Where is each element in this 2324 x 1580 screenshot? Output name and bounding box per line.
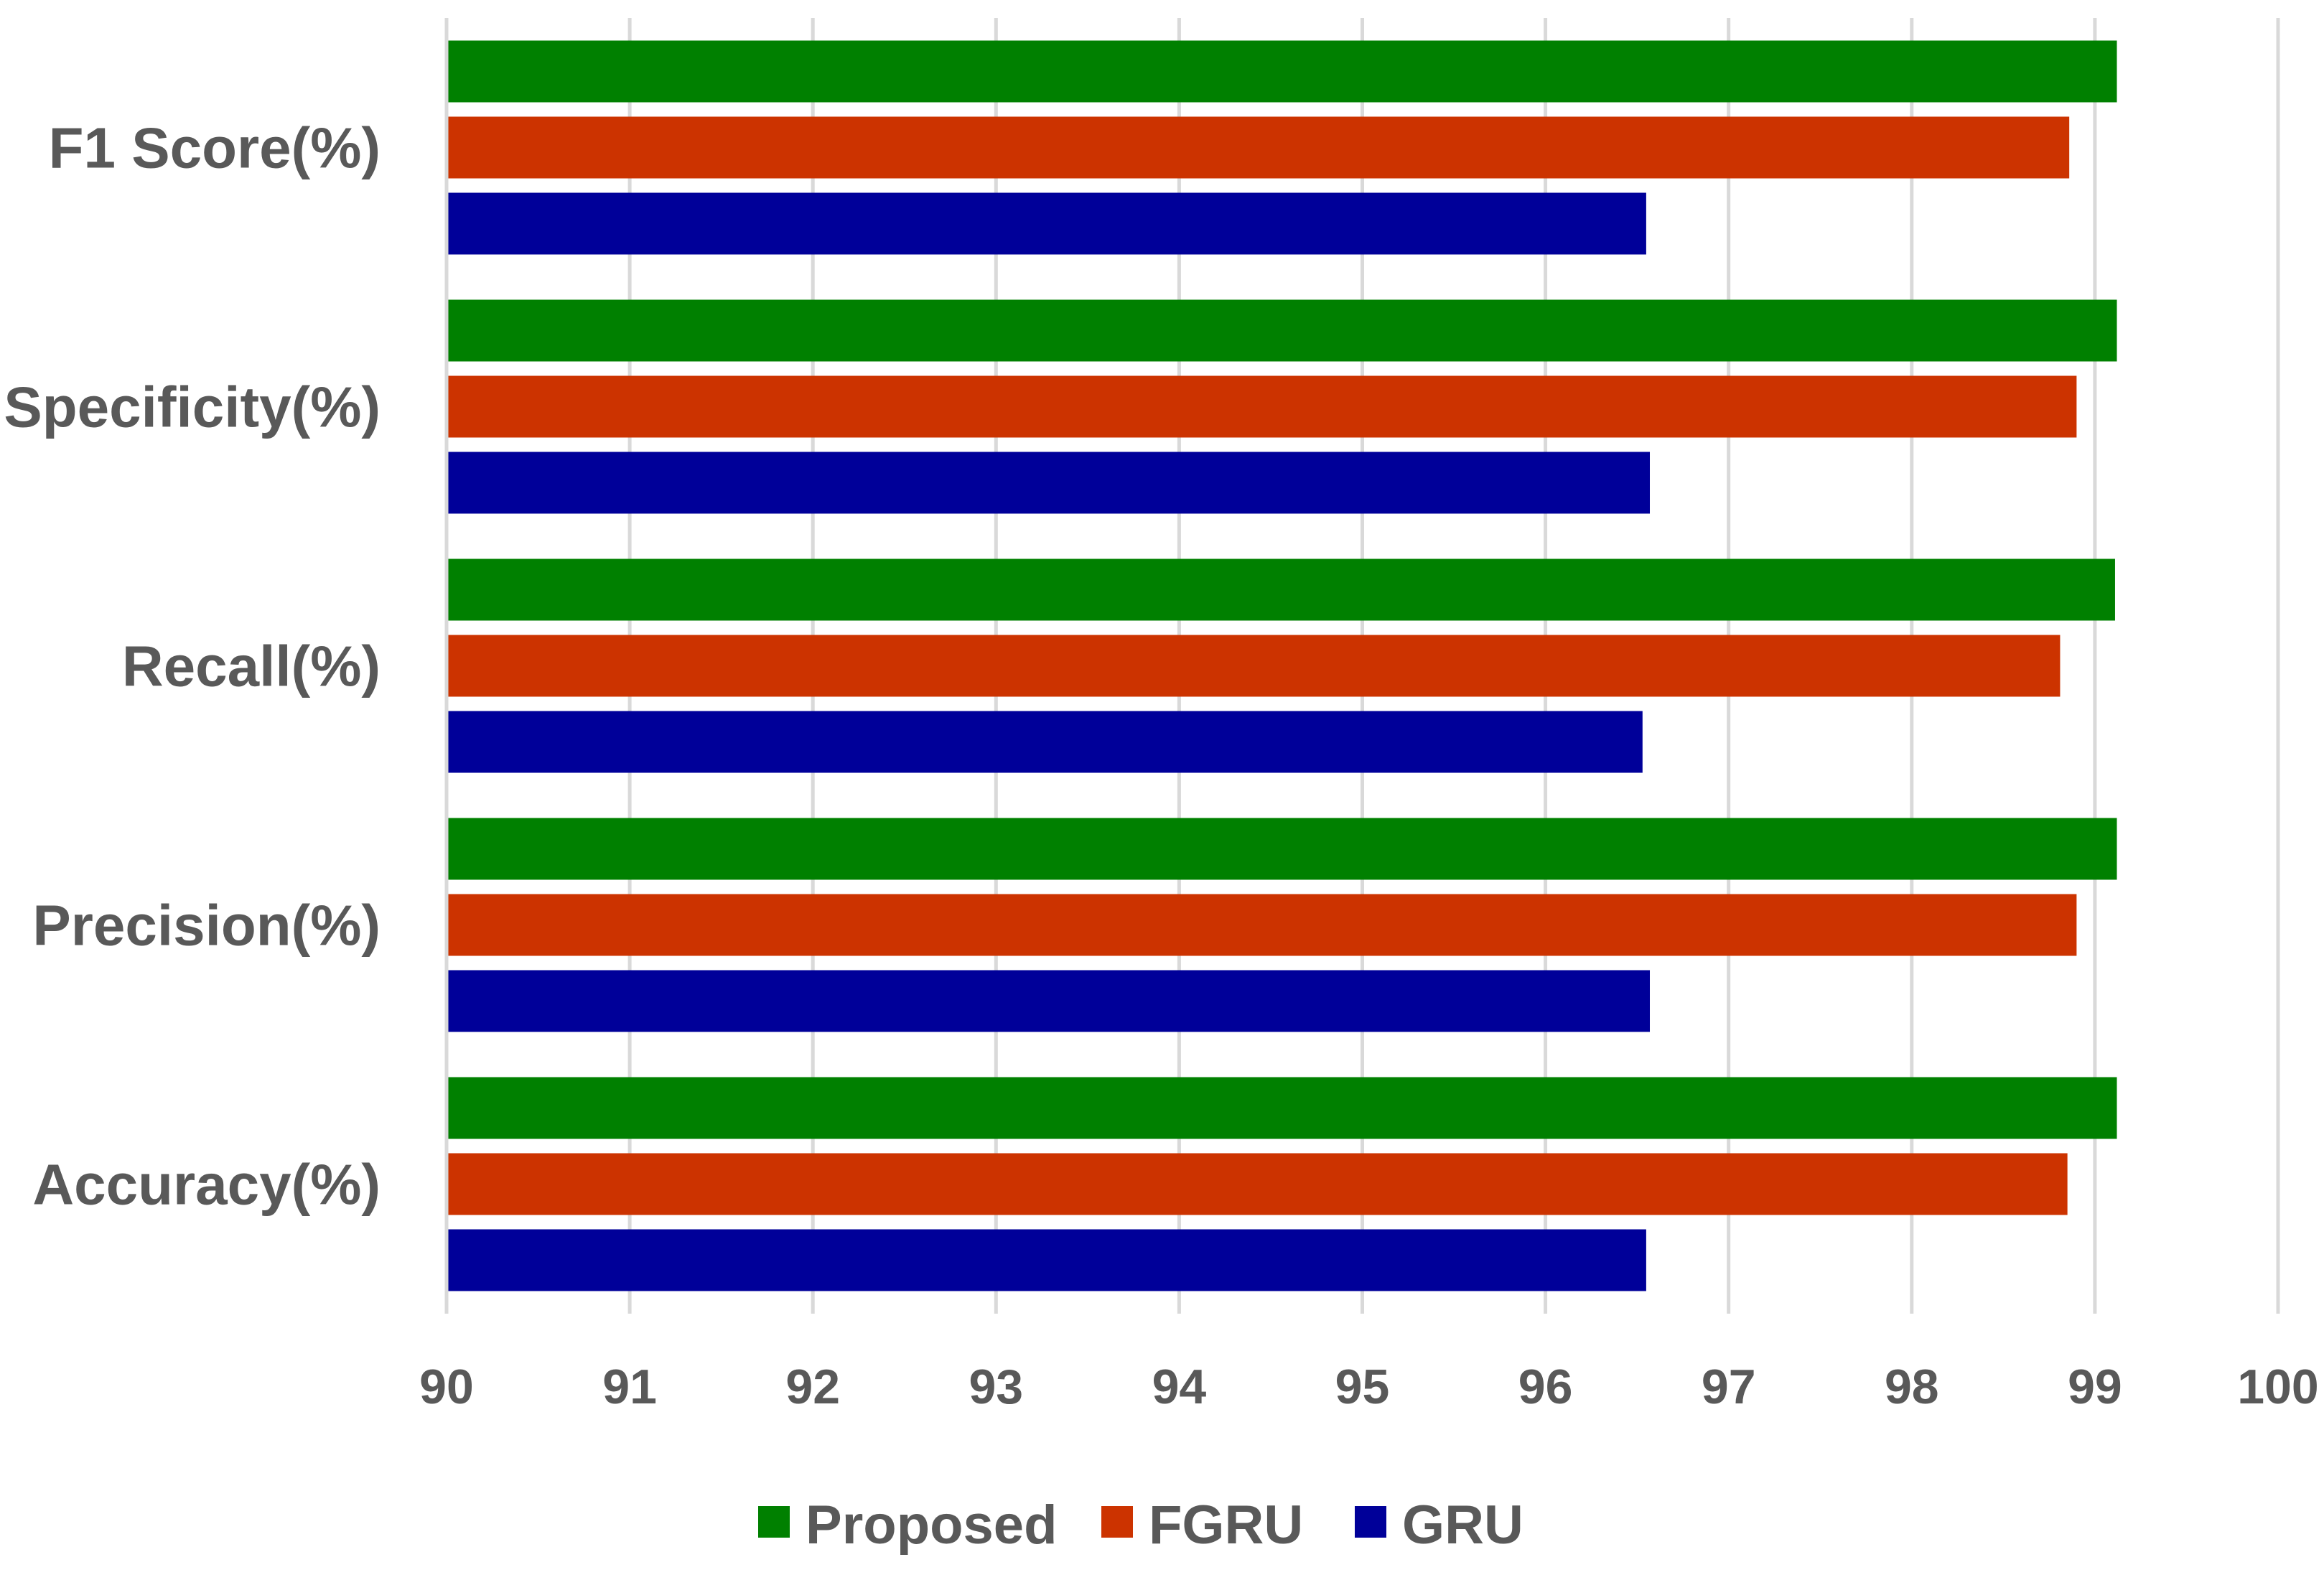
bar-proposed-2 bbox=[447, 299, 2117, 362]
bar-gru-5 bbox=[447, 1229, 1646, 1291]
category-label: Precision(%) bbox=[32, 894, 381, 958]
bar-fgru-2 bbox=[447, 375, 2077, 438]
category-label: Accuracy(%) bbox=[32, 1153, 381, 1217]
legend-swatch-proposed bbox=[758, 1506, 790, 1538]
bar-gru-3 bbox=[447, 711, 1643, 773]
legend: Proposed FGRU GRU bbox=[758, 1495, 1523, 1556]
bar-gru-2 bbox=[447, 452, 1651, 514]
axes: 90 91 92 93 94 95 96 97 98 99 100 F1 Score(%) Specif… bbox=[4, 18, 2319, 1414]
bar-proposed-4 bbox=[447, 818, 2117, 880]
bar-fgru-1 bbox=[447, 116, 2070, 179]
x-tick-label: 90 bbox=[419, 1360, 474, 1414]
x-tick-label: 92 bbox=[785, 1360, 840, 1414]
x-tick-label: 99 bbox=[2068, 1360, 2122, 1414]
x-tick-label: 100 bbox=[2237, 1360, 2318, 1414]
x-tick-label: 93 bbox=[969, 1360, 1023, 1414]
legend-label-proposed: Proposed bbox=[806, 1495, 1058, 1556]
bar-fgru-4 bbox=[447, 894, 2077, 956]
bar-fgru-3 bbox=[447, 635, 2061, 697]
x-tick-label: 98 bbox=[1885, 1360, 1939, 1414]
category-label: Specificity(%) bbox=[4, 375, 381, 439]
x-tick-label: 96 bbox=[1518, 1360, 1573, 1414]
bar-proposed-5 bbox=[447, 1077, 2117, 1139]
x-tick-label: 91 bbox=[602, 1360, 657, 1414]
x-tick-label: 95 bbox=[1335, 1360, 1390, 1414]
bar-proposed-3 bbox=[447, 558, 2115, 621]
bar-gru-4 bbox=[447, 970, 1651, 1032]
bars bbox=[447, 40, 2117, 1291]
bar-fgru-5 bbox=[447, 1153, 2068, 1215]
x-tick-label: 94 bbox=[1152, 1360, 1207, 1414]
bar-proposed-1 bbox=[447, 40, 2117, 103]
bar-gru-1 bbox=[447, 192, 1646, 255]
category-label: Recall(%) bbox=[122, 635, 381, 698]
legend-swatch-gru bbox=[1355, 1506, 1386, 1538]
legend-label-gru: GRU bbox=[1402, 1495, 1523, 1556]
legend-label-fgru: FGRU bbox=[1149, 1495, 1303, 1556]
x-tick-label: 97 bbox=[1702, 1360, 1756, 1414]
category-label: F1 Score(%) bbox=[49, 116, 381, 180]
legend-swatch-fgru bbox=[1101, 1506, 1133, 1538]
